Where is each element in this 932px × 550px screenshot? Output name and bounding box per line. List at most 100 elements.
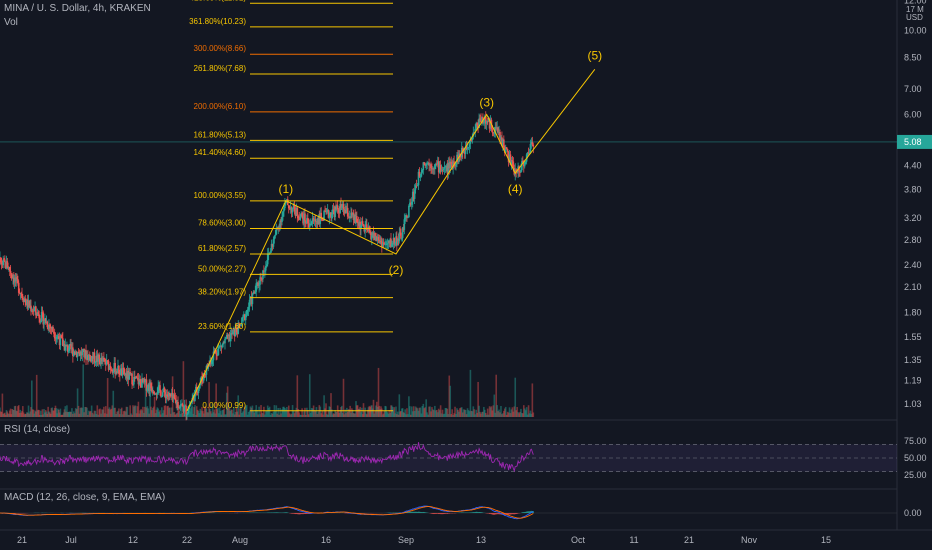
- volume-bar: [264, 414, 266, 417]
- volume-bar: [354, 413, 356, 417]
- wave-label: (2): [389, 263, 404, 277]
- macd-histogram-bar: [497, 513, 499, 515]
- candle-body: [13, 277, 16, 283]
- candle-body: [452, 161, 454, 169]
- volume-bar: [403, 413, 406, 417]
- candle-body: [235, 327, 238, 333]
- volume-bar: [130, 413, 132, 417]
- volume-bar: [15, 410, 18, 417]
- volume-bar: [307, 410, 309, 417]
- candle-body: [72, 347, 74, 356]
- rsi-title[interactable]: RSI (14, close): [4, 424, 71, 435]
- volume-bar: [440, 413, 443, 417]
- volume-bar: [395, 406, 397, 417]
- volume-bar: [277, 407, 280, 417]
- candle-body: [414, 185, 417, 190]
- candle-body: [377, 237, 380, 240]
- macd-histogram-bar: [442, 513, 445, 515]
- volume-bar: [215, 383, 217, 417]
- volume-bar: [346, 412, 349, 417]
- candle-body: [11, 274, 13, 279]
- candle-body: [46, 321, 49, 328]
- volume-bar: [48, 411, 50, 417]
- macd-histogram-bar: [305, 513, 307, 515]
- candle-body: [123, 368, 126, 375]
- macd-histogram-bar: [448, 513, 450, 514]
- candle-body: [202, 379, 204, 381]
- candle-body: [160, 390, 162, 397]
- volume-bar: [379, 409, 381, 417]
- volume-bar: [102, 409, 104, 417]
- macd-histogram-bar: [505, 513, 508, 515]
- candle-body: [343, 209, 346, 214]
- macd-title[interactable]: MACD (12, 26, close, 9, EMA, EMA): [4, 492, 166, 503]
- candle-body: [385, 244, 387, 246]
- macd-histogram-bar: [431, 513, 433, 514]
- volume-bar: [499, 412, 501, 417]
- volume-bar: [220, 414, 223, 417]
- candle-body: [370, 232, 372, 240]
- macd-histogram-bar: [274, 512, 277, 513]
- candle-body: [157, 386, 159, 394]
- candle-body: [92, 352, 95, 359]
- candle-body: [341, 206, 343, 208]
- candle-body: [9, 270, 12, 274]
- candle-body: [407, 217, 409, 219]
- volume-bar: [315, 407, 318, 417]
- volume-bar: [23, 414, 26, 417]
- macd-histogram-bar: [493, 513, 496, 515]
- candle-body: [447, 162, 450, 174]
- price-tick-label: 10.00: [904, 26, 927, 36]
- candle-body: [346, 207, 349, 217]
- macd-histogram-bar: [270, 512, 273, 513]
- candle-body: [446, 165, 449, 174]
- candle-body: [505, 147, 508, 150]
- candle-body: [107, 361, 110, 370]
- candle-body: [491, 129, 494, 133]
- candle-body: [350, 212, 352, 218]
- candle-body: [463, 150, 466, 155]
- volume-bar: [449, 385, 452, 417]
- volume-bar: [225, 392, 228, 417]
- macd-histogram-bar: [273, 512, 276, 513]
- fib-level-label: 23.60%(1.60): [198, 322, 246, 331]
- candle-body: [480, 119, 482, 123]
- candle-body: [357, 222, 360, 226]
- volume-bar: [333, 413, 336, 417]
- candle-body: [293, 204, 296, 212]
- candle-body: [484, 116, 486, 123]
- macd-histogram-bar: [446, 513, 449, 514]
- price-tick-label: 1.35: [904, 355, 922, 365]
- volume-bar: [177, 411, 179, 417]
- candle-body: [331, 209, 334, 215]
- candle-body: [500, 137, 502, 140]
- symbol-title[interactable]: MINA / U. S. Dollar, 4h, KRAKEN: [4, 3, 151, 14]
- candle-body: [78, 352, 81, 356]
- macd-histogram-bar: [418, 511, 421, 513]
- candle-body: [450, 161, 452, 165]
- candle-body: [406, 215, 408, 218]
- volume-bar: [432, 409, 434, 417]
- candle-body: [34, 306, 36, 310]
- volume-bar: [51, 407, 54, 417]
- candle-body: [257, 282, 259, 286]
- candle-body: [328, 215, 331, 218]
- candle-body: [266, 253, 269, 265]
- candle-body: [359, 221, 361, 230]
- volume-bar: [219, 410, 222, 417]
- candle-body: [435, 163, 438, 165]
- volume-bar: [422, 403, 425, 417]
- volume-bar: [248, 410, 251, 417]
- macd-line: [0, 505, 534, 520]
- candle-body: [75, 351, 78, 357]
- volume-bar: [129, 405, 131, 417]
- volume-bar: [396, 411, 399, 417]
- volume-bar: [312, 405, 315, 417]
- volume-bar: [413, 410, 416, 417]
- volume-bar: [166, 406, 168, 417]
- candle-body: [444, 166, 447, 168]
- volume-bar: [451, 409, 453, 417]
- volume-bar: [5, 410, 8, 417]
- candle-body: [371, 232, 374, 236]
